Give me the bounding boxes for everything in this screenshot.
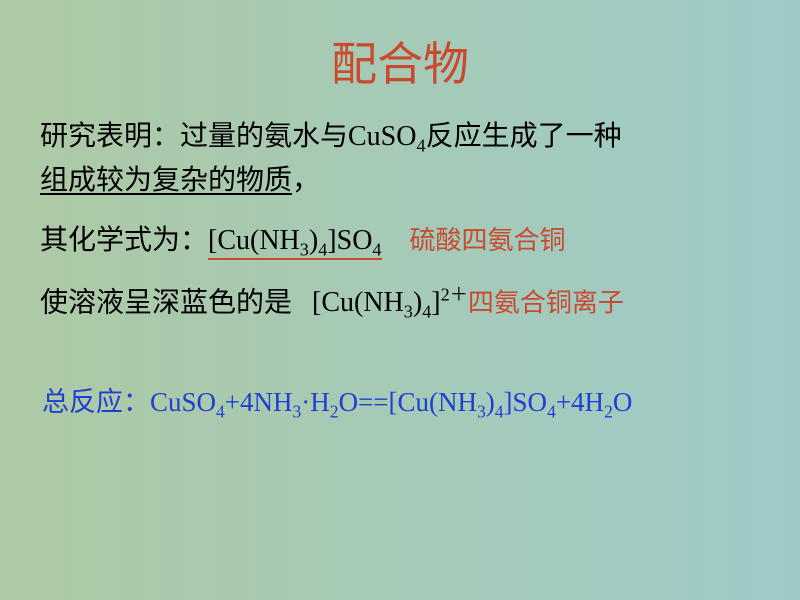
ov-s6: 4 xyxy=(547,401,556,421)
ov-h: O xyxy=(613,387,633,417)
p3-prefix: 使溶液呈深蓝色的是 xyxy=(40,287,292,318)
p2-s1: 3 xyxy=(300,239,309,259)
p3-fc: ] xyxy=(431,287,440,318)
p2-s3: 4 xyxy=(372,239,381,259)
p1-underlined: 组成较为复杂的物质 xyxy=(40,165,292,196)
p1-sub: 4 xyxy=(416,136,425,156)
p3-label: 四氨合铜离子 xyxy=(468,288,624,317)
ov-e: ) xyxy=(486,387,495,417)
ov-d: O==[Cu(NH xyxy=(339,387,477,417)
p2-fb: ) xyxy=(309,225,318,256)
ov-c: ·H xyxy=(301,387,330,417)
ov-s5: 4 xyxy=(495,401,504,421)
paragraph-2: 其化学式为：[Cu(NH3)4]SO4硫酸四氨合铜 xyxy=(40,220,760,264)
p3-fb: ) xyxy=(413,287,422,318)
overall-reaction: 总反应：CuSO4+4NH3·H2O==[Cu(NH3)4]SO4+4H2O xyxy=(40,382,760,425)
ov-f: ]SO xyxy=(504,387,548,417)
ov-s1: 4 xyxy=(216,401,225,421)
ov-b: +4NH xyxy=(225,387,293,417)
ov-s7: 2 xyxy=(604,401,613,421)
p3-fa: [Cu(NH xyxy=(312,287,404,318)
p3-s2: 4 xyxy=(422,302,431,322)
p1-text-b: 反应生成了一种 xyxy=(426,121,622,152)
overall-label: 总反应： xyxy=(42,387,150,417)
paragraph-1: 研究表明：过量的氨水与CuSO4反应生成了一种 组成较为复杂的物质， xyxy=(40,116,760,202)
overall-formula: CuSO4+4NH3·H2O==[Cu(NH3)4]SO4+4H2O xyxy=(150,387,632,417)
p3-formula: [Cu(NH3)4]2＋ xyxy=(312,287,468,318)
p1-text-c: ， xyxy=(292,165,320,196)
ov-a: CuSO xyxy=(150,387,216,417)
slide-title: 配合物 xyxy=(0,0,800,94)
p2-label: 硫酸四氨合铜 xyxy=(410,226,566,255)
p2-prefix: 其化学式为： xyxy=(40,225,208,256)
slide-content: 研究表明：过量的氨水与CuSO4反应生成了一种 组成较为复杂的物质， 其化学式为… xyxy=(0,94,800,425)
p2-fa: [Cu(NH xyxy=(208,225,300,256)
ov-s2: 3 xyxy=(293,401,302,421)
p2-s2: 4 xyxy=(318,239,327,259)
ov-s3: 2 xyxy=(330,401,339,421)
p3-s1: 3 xyxy=(404,302,413,322)
ov-g: +4H xyxy=(556,387,604,417)
paragraph-3: 使溶液呈深蓝色的是 [Cu(NH3)4]2＋四氨合铜离子 xyxy=(40,282,760,326)
p2-fc: ]SO xyxy=(327,225,372,256)
p2-formula: [Cu(NH3)4]SO4 xyxy=(208,225,382,260)
p3-sup: 2＋ xyxy=(441,285,468,305)
p1-text-a: 研究表明：过量的氨水与CuSO xyxy=(40,121,416,152)
ov-s4: 3 xyxy=(477,401,486,421)
